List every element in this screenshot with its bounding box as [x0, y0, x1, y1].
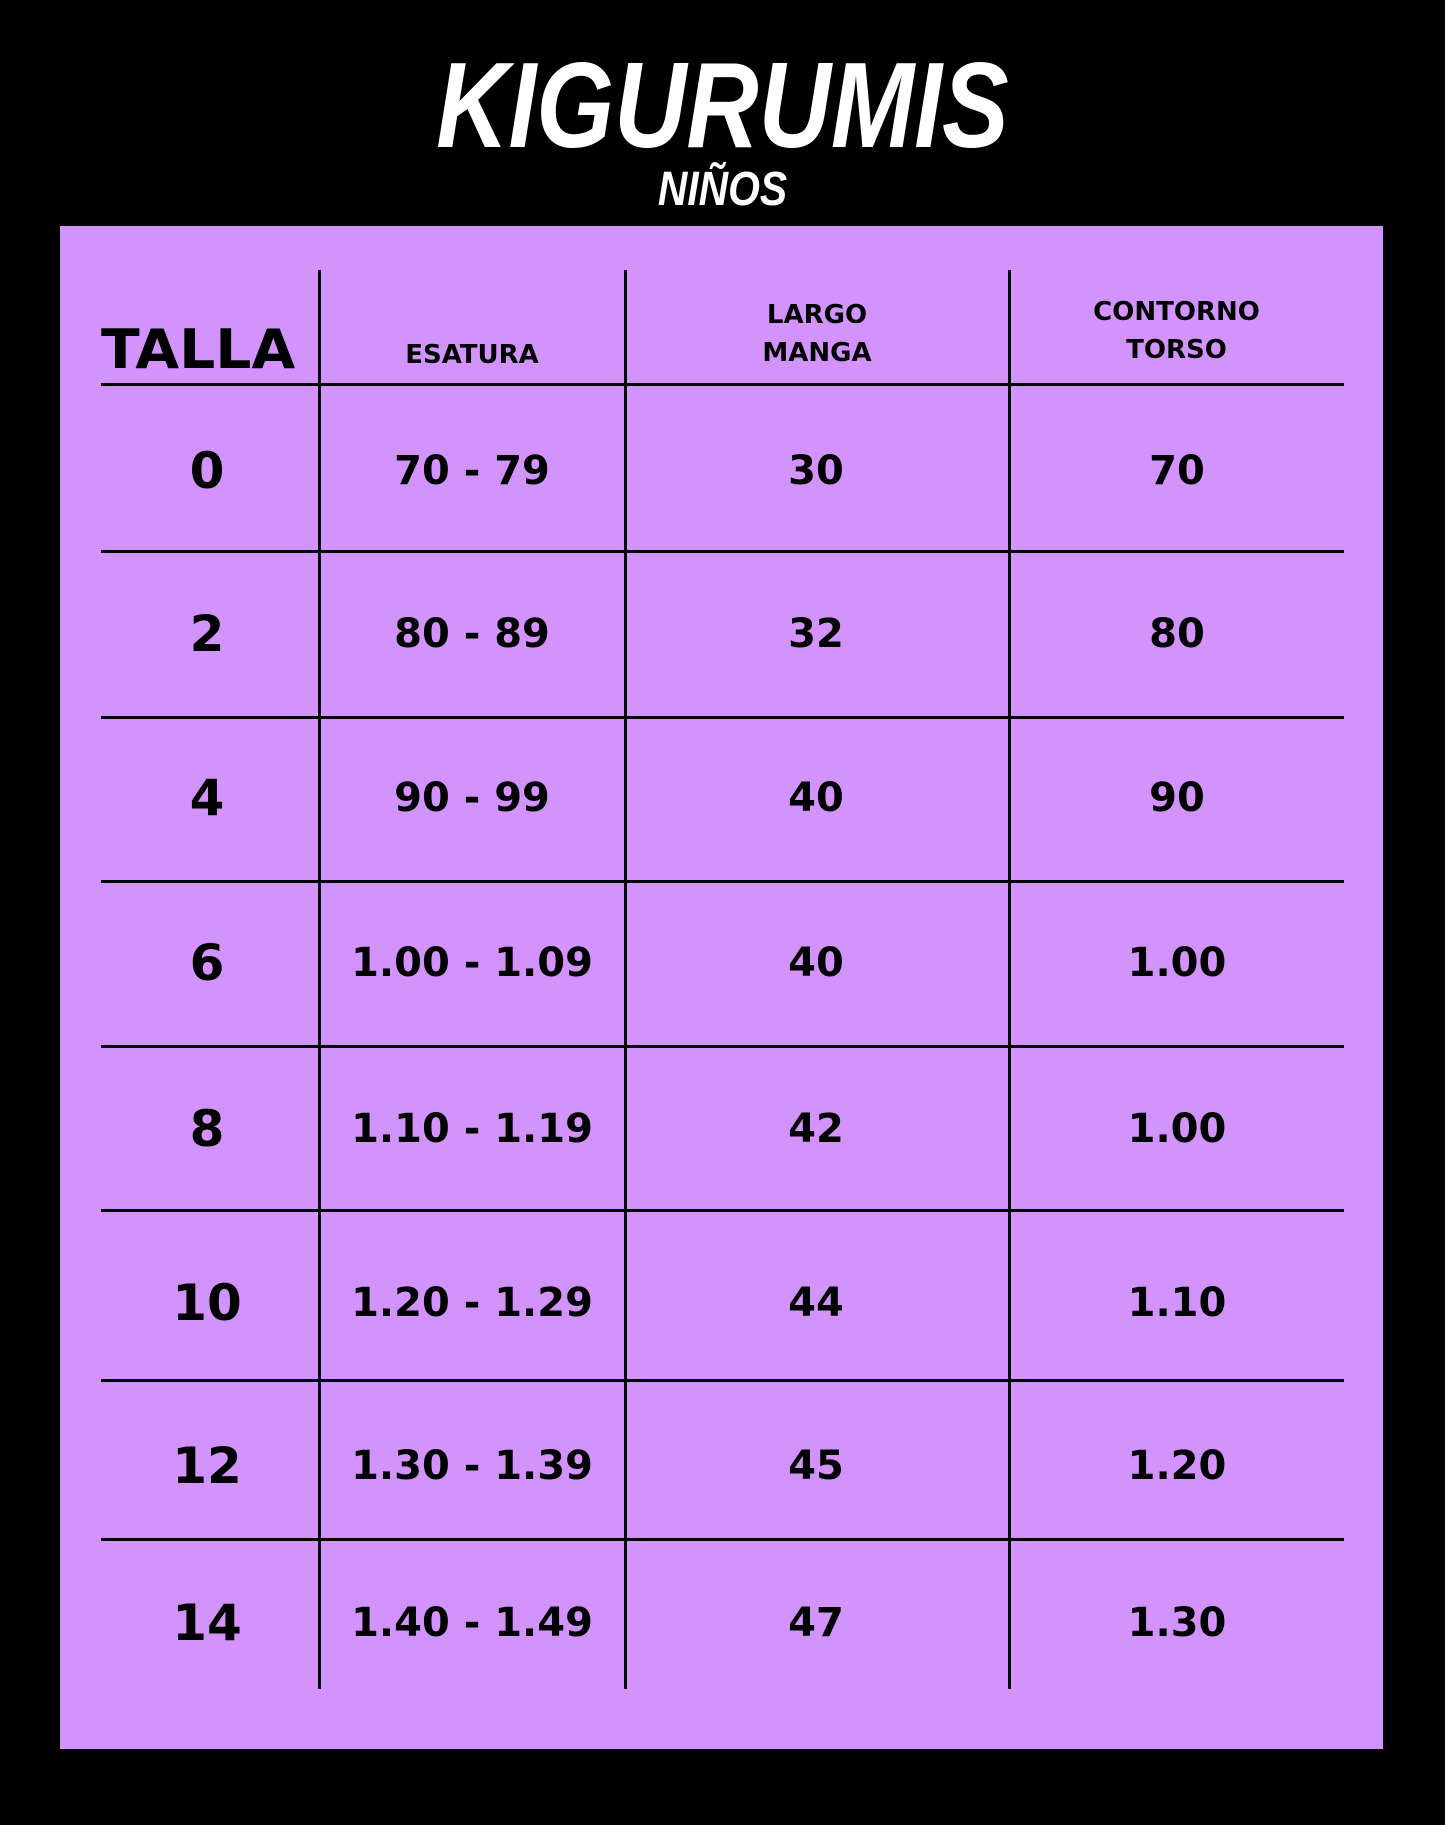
cell-talla: 4 [189, 769, 225, 827]
header-line: MANGA [762, 338, 872, 368]
cell-contorno-torso: 90 [1149, 775, 1205, 821]
cell-largo-manga: 40 [788, 940, 844, 986]
page-subtitle: NIÑOS [657, 163, 788, 216]
cell-estatura: 1.10 - 1.19 [351, 1106, 593, 1152]
cell-contorno-torso: 1.00 [1127, 1106, 1227, 1152]
row-divider [101, 550, 1344, 553]
cell-estatura: 1.00 - 1.09 [351, 940, 593, 986]
row-divider [101, 1045, 1344, 1048]
header-contorno-torso: CONTORNO TORSO [1009, 293, 1344, 369]
cell-talla: 0 [189, 442, 225, 500]
cell-contorno-torso: 70 [1149, 448, 1205, 494]
column-divider [318, 270, 321, 1689]
cell-contorno-torso: 1.30 [1127, 1600, 1227, 1646]
cell-largo-manga: 45 [788, 1443, 844, 1489]
header-estatura: ESATURA [405, 340, 539, 370]
cell-largo-manga: 42 [788, 1106, 844, 1152]
page-title: KIGURUMIS [436, 37, 1009, 173]
cell-estatura: 1.30 - 1.39 [351, 1443, 593, 1489]
cell-estatura: 80 - 89 [394, 611, 550, 657]
cell-estatura: 90 - 99 [394, 775, 550, 821]
cell-largo-manga: 40 [788, 775, 844, 821]
cell-estatura: 70 - 79 [394, 448, 550, 494]
column-divider [1008, 270, 1011, 1689]
cell-contorno-torso: 1.00 [1127, 940, 1227, 986]
cell-talla: 2 [189, 605, 225, 663]
cell-talla: 8 [189, 1100, 225, 1158]
size-table-panel [60, 226, 1383, 1749]
cell-estatura: 1.40 - 1.49 [351, 1600, 593, 1646]
cell-talla: 6 [189, 934, 225, 992]
cell-contorno-torso: 1.10 [1127, 1280, 1227, 1326]
cell-talla: 12 [172, 1437, 242, 1495]
header-line: CONTORNO [1093, 297, 1260, 327]
row-divider [101, 383, 1344, 386]
row-divider [101, 1209, 1344, 1212]
row-divider [101, 716, 1344, 719]
cell-largo-manga: 32 [788, 611, 844, 657]
header-line: TORSO [1126, 335, 1227, 365]
cell-talla: 10 [172, 1274, 242, 1332]
header-line: LARGO [766, 300, 868, 330]
cell-contorno-torso: 1.20 [1127, 1443, 1227, 1489]
cell-largo-manga: 47 [788, 1600, 844, 1646]
cell-largo-manga: 30 [788, 448, 844, 494]
header-talla: TALLA [101, 318, 296, 381]
row-divider [101, 1379, 1344, 1382]
cell-estatura: 1.20 - 1.29 [351, 1280, 593, 1326]
cell-contorno-torso: 80 [1149, 611, 1205, 657]
row-divider [101, 1538, 1344, 1541]
column-divider [624, 270, 627, 1689]
header-largo-manga: LARGO MANGA [625, 296, 1009, 372]
cell-largo-manga: 44 [788, 1280, 844, 1326]
row-divider [101, 880, 1344, 883]
cell-talla: 14 [172, 1594, 242, 1652]
